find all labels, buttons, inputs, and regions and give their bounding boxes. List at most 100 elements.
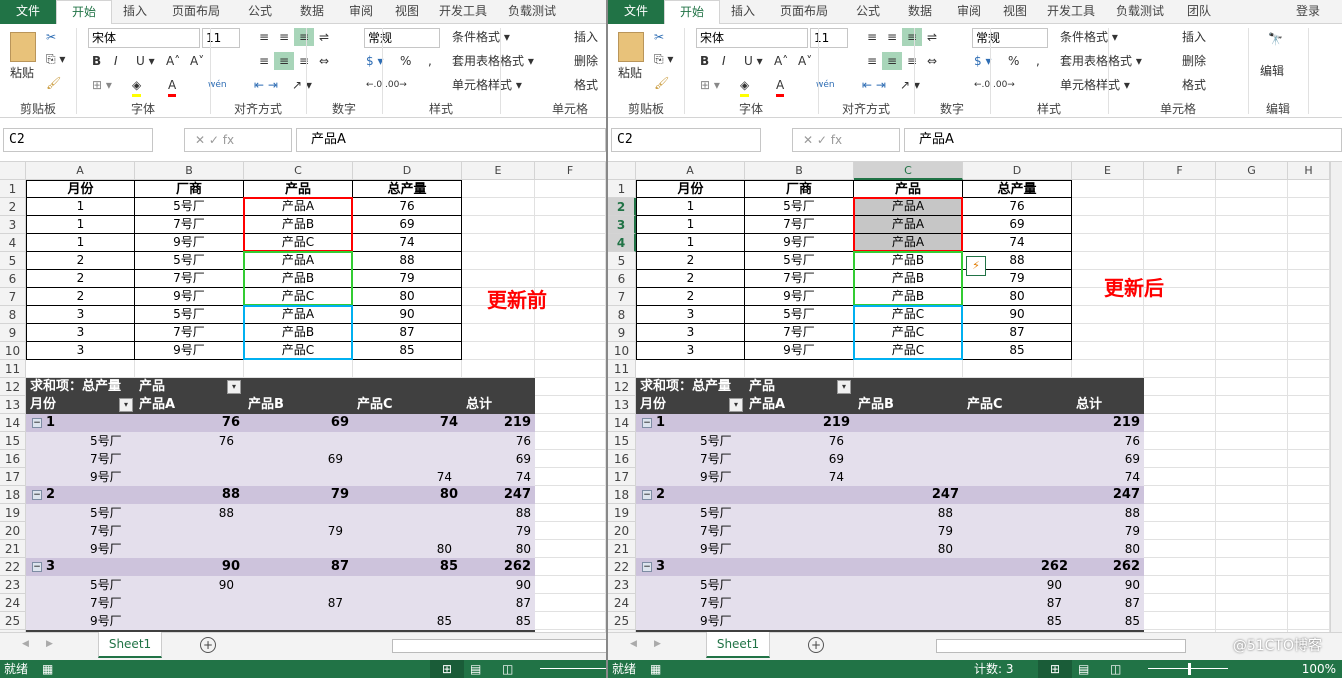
select-all-corner[interactable] (0, 162, 26, 180)
scroll-tabs-left-icon[interactable]: ◀ (22, 639, 29, 649)
row-header-22[interactable]: 22 (608, 558, 636, 576)
table-cell[interactable]: 产品B (854, 252, 963, 270)
cell[interactable] (1144, 288, 1216, 306)
row-header-13[interactable]: 13 (608, 396, 636, 414)
border-icon[interactable]: ⊞ ▾ (700, 78, 720, 92)
table-cell[interactable]: 79 (963, 270, 1072, 288)
binoculars-icon[interactable]: 🔭 (1268, 32, 1283, 46)
table-cell[interactable]: 产品B (244, 216, 353, 234)
row-header-10[interactable]: 10 (0, 342, 26, 360)
table-cell[interactable]: 1 (636, 234, 745, 252)
cell[interactable] (462, 342, 535, 360)
column-filter-dropdown[interactable]: ▾ (837, 380, 851, 394)
row-header-2[interactable]: 2 (608, 198, 636, 216)
column-header-D[interactable]: D (963, 162, 1072, 180)
row-header-22[interactable]: 22 (0, 558, 26, 576)
cell[interactable] (462, 180, 535, 198)
currency-icon[interactable]: $ ▾ (366, 54, 384, 68)
row-header-6[interactable]: 6 (608, 270, 636, 288)
row-header-17[interactable]: 17 (0, 468, 26, 486)
currency-icon[interactable]: $ ▾ (974, 54, 992, 68)
cell[interactable] (462, 270, 535, 288)
table-cell[interactable]: 9号厂 (135, 234, 244, 252)
cell[interactable] (1144, 468, 1216, 486)
cell[interactable] (535, 324, 606, 342)
table-cell[interactable]: 产品A (854, 198, 963, 216)
font-size-select[interactable]: 11 (810, 28, 848, 48)
collapse-icon[interactable]: − (642, 490, 652, 500)
row-header-4[interactable]: 4 (0, 234, 26, 252)
column-header-B[interactable]: B (745, 162, 854, 180)
number-format-select[interactable]: 常规 (972, 28, 1048, 48)
cell[interactable] (535, 252, 606, 270)
column-header-A[interactable]: A (636, 162, 745, 180)
table-cell[interactable]: 2 (26, 270, 135, 288)
insert-cells-button[interactable]: 插入 (1182, 30, 1207, 44)
table-cell[interactable]: 3 (26, 324, 135, 342)
table-cell[interactable]: 74 (353, 234, 462, 252)
table-cell[interactable]: 87 (353, 324, 462, 342)
cell[interactable] (535, 198, 606, 216)
cell[interactable] (1288, 432, 1330, 450)
align-top-3-icon[interactable]: ⇌ (926, 30, 938, 44)
cell[interactable] (1288, 342, 1330, 360)
column-header-E[interactable]: E (1072, 162, 1144, 180)
table-cell[interactable]: 74 (963, 234, 1072, 252)
row-header-21[interactable]: 21 (0, 540, 26, 558)
cell[interactable] (1144, 414, 1216, 432)
cell[interactable] (535, 594, 606, 612)
cell[interactable] (1144, 558, 1216, 576)
cell[interactable] (462, 216, 535, 234)
percent-icon[interactable]: % (1008, 54, 1020, 68)
decrease-font-icon[interactable]: A˅ (190, 54, 205, 68)
cell[interactable] (1288, 522, 1330, 540)
zoom-slider-thumb[interactable] (1188, 663, 1191, 675)
align-h-2-icon[interactable]: ≡ (906, 54, 918, 68)
cell[interactable] (1144, 180, 1216, 198)
cell[interactable] (1072, 306, 1144, 324)
conditional-format-button[interactable]: 条件格式 ▾ (1060, 30, 1118, 44)
format-painter-icon[interactable]: 🖌 (654, 76, 670, 90)
row-header-11[interactable]: 11 (0, 360, 26, 378)
cell[interactable] (1144, 396, 1216, 414)
table-header[interactable]: 月份 (636, 180, 745, 198)
collapse-icon[interactable]: − (642, 418, 652, 428)
row-header-6[interactable]: 6 (0, 270, 26, 288)
increase-font-icon[interactable]: A˄ (774, 54, 789, 68)
row-header-12[interactable]: 12 (0, 378, 26, 396)
table-cell[interactable]: 7号厂 (135, 324, 244, 342)
row-header-8[interactable]: 8 (608, 306, 636, 324)
cell[interactable] (1216, 180, 1288, 198)
table-cell[interactable]: 7号厂 (745, 216, 854, 234)
name-box[interactable]: C2 (3, 128, 153, 152)
table-cell[interactable]: 79 (353, 270, 462, 288)
cell[interactable] (1144, 378, 1216, 396)
cell[interactable] (1288, 360, 1330, 378)
cell[interactable] (1144, 360, 1216, 378)
font-name-select[interactable]: 宋体 (88, 28, 200, 48)
collapse-icon[interactable]: − (642, 562, 652, 572)
font-style-bold-button[interactable]: B (92, 54, 102, 68)
decrease-font-icon[interactable]: A˅ (798, 54, 813, 68)
add-sheet-icon[interactable]: + (200, 637, 216, 653)
cell[interactable] (1288, 612, 1330, 630)
table-cell[interactable]: 2 (636, 252, 745, 270)
cell[interactable] (535, 432, 606, 450)
cell[interactable] (1072, 252, 1144, 270)
cell[interactable] (535, 342, 606, 360)
delete-cells-button[interactable]: 删除 (574, 54, 599, 68)
cell[interactable] (1072, 270, 1144, 288)
sheet-tab-sheet1[interactable]: Sheet1 (98, 632, 162, 658)
ribbon-tab-9[interactable]: 负载测试 (507, 4, 556, 18)
row-header-12[interactable]: 12 (608, 378, 636, 396)
table-cell[interactable]: 产品C (854, 306, 963, 324)
delete-cells-button[interactable]: 删除 (1182, 54, 1207, 68)
quick-analysis-icon[interactable]: ⚡ (966, 256, 986, 276)
align-h-3-icon[interactable]: ⇔ (926, 54, 938, 68)
collapse-icon[interactable]: − (32, 418, 42, 428)
collapse-icon[interactable]: − (32, 490, 42, 500)
table-cell[interactable]: 9号厂 (135, 288, 244, 306)
row-filter-dropdown[interactable]: ▾ (729, 398, 743, 412)
table-cell[interactable]: 90 (963, 306, 1072, 324)
table-cell[interactable]: 产品A (244, 252, 353, 270)
